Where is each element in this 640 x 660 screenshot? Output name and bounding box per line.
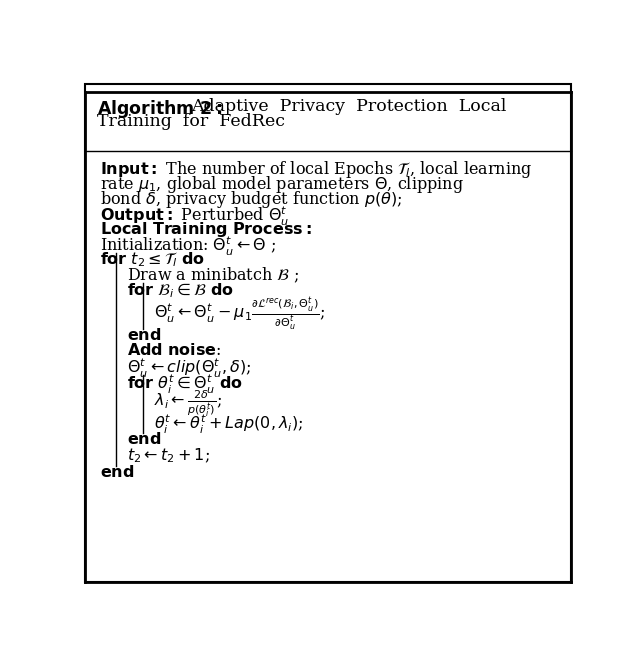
Text: Draw a minibatch $\mathcal{B}$ ;: Draw a minibatch $\mathcal{B}$ ; <box>127 266 300 285</box>
Text: $\Theta_u^t \leftarrow clip(\Theta_u^t, \delta)$;: $\Theta_u^t \leftarrow clip(\Theta_u^t, … <box>127 357 252 380</box>
Text: $\theta_i^t \leftarrow \theta_i^t + Lap(0, \lambda_i)$;: $\theta_i^t \leftarrow \theta_i^t + Lap(… <box>154 413 304 436</box>
Text: $\mathbf{Add\ noise}$:: $\mathbf{Add\ noise}$: <box>127 342 221 359</box>
Text: $\mathbf{for}$ $t_2 \leq \mathcal{T}_l$ $\mathbf{do}$: $\mathbf{for}$ $t_2 \leq \mathcal{T}_l$ … <box>100 250 205 269</box>
Text: $\mathbf{end}$: $\mathbf{end}$ <box>127 327 161 344</box>
Text: $\mathbf{Input:}$ The number of local Epochs $\mathcal{T}_l$, local learning: $\mathbf{Input:}$ The number of local Ep… <box>100 159 532 180</box>
Text: $\mathbf{end}$: $\mathbf{end}$ <box>100 464 134 481</box>
Text: $t_2 \leftarrow t_2 + 1$;: $t_2 \leftarrow t_2 + 1$; <box>127 446 210 465</box>
Text: $\mathbf{Algorithm\ 2:}$: $\mathbf{Algorithm\ 2:}$ <box>97 98 223 120</box>
Text: Training  for  FedRec: Training for FedRec <box>97 114 285 130</box>
Text: rate $\mu_1$, global model parameters $\Theta$, clipping: rate $\mu_1$, global model parameters $\… <box>100 174 464 195</box>
Text: $\mathbf{Local\ Training\ Process:}$: $\mathbf{Local\ Training\ Process:}$ <box>100 220 312 239</box>
Text: $\Theta_u^t \leftarrow \Theta_u^t - \mu_1 \frac{\partial \mathcal{L}^{rec}(\math: $\Theta_u^t \leftarrow \Theta_u^t - \mu_… <box>154 296 326 333</box>
Text: $\mathbf{for}$ $\mathcal{B}_i \in \mathcal{B}$ $\mathbf{do}$: $\mathbf{for}$ $\mathcal{B}_i \in \mathc… <box>127 281 234 300</box>
Text: $\mathbf{end}$: $\mathbf{end}$ <box>127 431 161 448</box>
FancyBboxPatch shape <box>85 84 571 582</box>
Text: bond $\delta$, privacy budget function $p(\theta)$;: bond $\delta$, privacy budget function $… <box>100 189 403 211</box>
Text: $\mathbf{for}$ $\theta_i^t \in \Theta_u^t$ $\mathbf{do}$: $\mathbf{for}$ $\theta_i^t \in \Theta_u^… <box>127 372 243 395</box>
Text: $\mathbf{Output:}$ Perturbed $\Theta_u^t$: $\mathbf{Output:}$ Perturbed $\Theta_u^t… <box>100 205 289 228</box>
Text: Initialization: $\Theta_u^t \leftarrow \Theta$ ;: Initialization: $\Theta_u^t \leftarrow \… <box>100 235 276 259</box>
Text: Adaptive  Privacy  Protection  Local: Adaptive Privacy Protection Local <box>191 98 507 115</box>
Text: $\lambda_i \leftarrow \frac{2\delta}{p(\theta_i^t)}$;: $\lambda_i \leftarrow \frac{2\delta}{p(\… <box>154 387 223 418</box>
